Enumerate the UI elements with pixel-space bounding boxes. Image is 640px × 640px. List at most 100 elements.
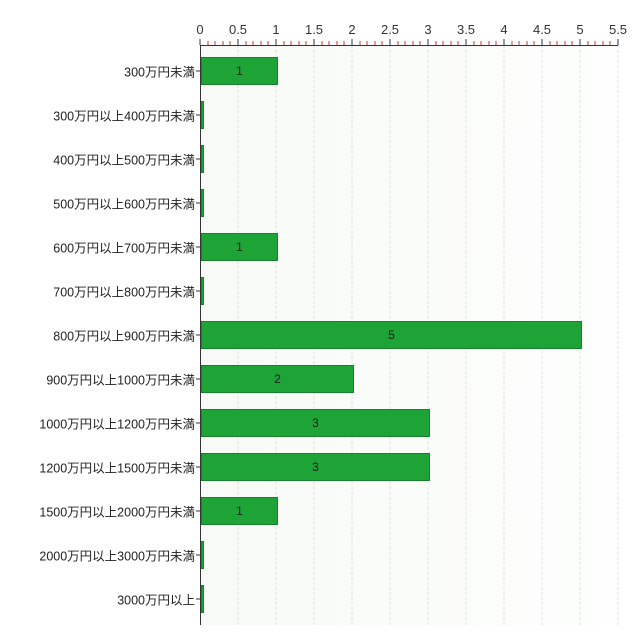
bar bbox=[201, 541, 204, 569]
bar: 3 bbox=[201, 409, 430, 437]
x-tick-minor bbox=[511, 41, 512, 45]
x-tick-minor bbox=[321, 41, 322, 45]
y-tick bbox=[196, 335, 200, 336]
y-tick bbox=[196, 71, 200, 72]
category-label: 700万円以上800万円未満 bbox=[53, 282, 195, 301]
x-tick-minor bbox=[587, 41, 588, 45]
bar bbox=[201, 277, 204, 305]
x-tick-minor bbox=[412, 41, 413, 45]
y-tick bbox=[196, 159, 200, 160]
x-tick-minor bbox=[359, 41, 360, 45]
table-row: 3000万円以上 bbox=[0, 584, 640, 614]
table-row: 300万円未満 1 bbox=[0, 56, 640, 86]
x-tick-minor bbox=[435, 41, 436, 45]
table-row: 600万円以上700万円未満 1 bbox=[0, 232, 640, 262]
x-tick-minor bbox=[230, 41, 231, 45]
x-tick-minor bbox=[374, 41, 375, 45]
bar-chart: 00.511.522.533.544.555.5 300万円未満1300万円以上… bbox=[0, 0, 640, 640]
bar-value-label: 5 bbox=[388, 328, 395, 342]
bar bbox=[201, 189, 204, 217]
x-tick-minor bbox=[222, 41, 223, 45]
x-tick-label: 1 bbox=[272, 22, 279, 37]
x-tick-major bbox=[504, 39, 505, 45]
y-tick bbox=[196, 511, 200, 512]
x-tick-minor bbox=[602, 41, 603, 45]
x-tick-label: 2.5 bbox=[381, 22, 399, 37]
x-tick-minor bbox=[397, 41, 398, 45]
x-tick-minor bbox=[564, 41, 565, 45]
category-label: 900万円以上1000万円未満 bbox=[46, 370, 195, 389]
x-tick-minor bbox=[488, 41, 489, 45]
x-tick-minor bbox=[534, 41, 535, 45]
bar: 1 bbox=[201, 57, 278, 85]
bar: 2 bbox=[201, 365, 354, 393]
y-tick bbox=[196, 247, 200, 248]
x-tick-minor bbox=[336, 41, 337, 45]
x-tick-minor bbox=[450, 41, 451, 45]
bar: 5 bbox=[201, 321, 582, 349]
category-label: 3000万円以上 bbox=[117, 590, 195, 609]
x-tick-major bbox=[200, 39, 201, 45]
x-tick-minor bbox=[367, 41, 368, 45]
bar bbox=[201, 145, 204, 173]
bar-value-label: 1 bbox=[236, 64, 243, 78]
category-label: 400万円以上500万円未満 bbox=[53, 150, 195, 169]
x-tick-major bbox=[390, 39, 391, 45]
category-label: 600万円以上700万円未満 bbox=[53, 238, 195, 257]
table-row: 300万円以上400万円未満 bbox=[0, 100, 640, 130]
x-tick-label: 4 bbox=[500, 22, 507, 37]
table-row: 500万円以上600万円未満 bbox=[0, 188, 640, 218]
x-tick-label: 5.5 bbox=[609, 22, 627, 37]
x-tick-minor bbox=[268, 41, 269, 45]
table-row: 800万円以上900万円未満 5 bbox=[0, 320, 640, 350]
x-tick-major bbox=[276, 39, 277, 45]
x-tick-major bbox=[238, 39, 239, 45]
table-row: 1500万円以上2000万円未満 1 bbox=[0, 496, 640, 526]
x-tick-minor bbox=[549, 41, 550, 45]
category-label: 300万円未満 bbox=[124, 62, 195, 81]
x-tick-minor bbox=[496, 41, 497, 45]
bar bbox=[201, 585, 204, 613]
table-row: 1200万円以上1500万円未満3 bbox=[0, 452, 640, 482]
y-tick bbox=[196, 467, 200, 468]
x-axis bbox=[200, 45, 618, 46]
bar bbox=[201, 101, 204, 129]
x-tick-minor bbox=[473, 41, 474, 45]
y-tick bbox=[196, 203, 200, 204]
table-row: 400万円以上500万円未満 bbox=[0, 144, 640, 174]
x-tick-minor bbox=[344, 41, 345, 45]
x-tick-minor bbox=[245, 41, 246, 45]
x-tick-label: 2 bbox=[348, 22, 355, 37]
x-tick-minor bbox=[298, 41, 299, 45]
category-label: 1000万円以上1200万円未満 bbox=[39, 414, 195, 433]
x-tick-major bbox=[352, 39, 353, 45]
y-tick bbox=[196, 423, 200, 424]
x-tick-label: 3 bbox=[424, 22, 431, 37]
x-tick-minor bbox=[481, 41, 482, 45]
x-tick-minor bbox=[283, 41, 284, 45]
x-tick-minor bbox=[405, 41, 406, 45]
y-tick bbox=[196, 115, 200, 116]
bar: 1 bbox=[201, 497, 278, 525]
x-tick-major bbox=[618, 39, 619, 45]
x-tick-label: 0 bbox=[196, 22, 203, 37]
y-tick bbox=[196, 379, 200, 380]
category-label: 800万円以上900万円未満 bbox=[53, 326, 195, 345]
table-row: 900万円以上1000万円未満 2 bbox=[0, 364, 640, 394]
category-label: 1500万円以上2000万円未満 bbox=[39, 502, 195, 521]
category-label: 2000万円以上3000万円未満 bbox=[39, 546, 195, 565]
x-tick-minor bbox=[306, 41, 307, 45]
x-tick-minor bbox=[519, 41, 520, 45]
x-tick-minor bbox=[382, 41, 383, 45]
x-tick-minor bbox=[215, 41, 216, 45]
x-tick-minor bbox=[420, 41, 421, 45]
x-tick-minor bbox=[610, 41, 611, 45]
x-tick-minor bbox=[458, 41, 459, 45]
y-tick bbox=[196, 291, 200, 292]
x-tick-minor bbox=[260, 41, 261, 45]
x-tick-major bbox=[314, 39, 315, 45]
table-row: 1000万円以上1200万円未満 3 bbox=[0, 408, 640, 438]
table-row: 700万円以上800万円未満 bbox=[0, 276, 640, 306]
x-tick-major bbox=[466, 39, 467, 45]
bar: 1 bbox=[201, 233, 278, 261]
